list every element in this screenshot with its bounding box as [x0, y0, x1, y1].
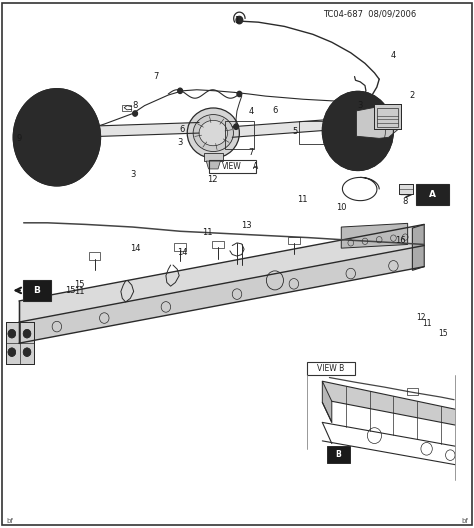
Text: 14: 14 — [130, 243, 140, 253]
Bar — [399, 184, 413, 194]
Bar — [407, 388, 418, 395]
Bar — [399, 184, 413, 194]
Circle shape — [237, 91, 242, 97]
Text: 12: 12 — [207, 175, 217, 184]
Circle shape — [23, 329, 31, 338]
Polygon shape — [322, 381, 332, 422]
Bar — [288, 237, 300, 244]
Bar — [212, 241, 224, 248]
Bar — [307, 362, 355, 375]
Text: 15: 15 — [438, 329, 448, 338]
Text: 11: 11 — [297, 194, 308, 204]
Polygon shape — [206, 161, 220, 169]
Text: 15: 15 — [65, 286, 75, 295]
Text: 1: 1 — [234, 15, 240, 25]
Circle shape — [38, 160, 47, 169]
Bar — [374, 104, 401, 129]
Text: 4: 4 — [248, 107, 254, 117]
Bar — [89, 252, 100, 260]
Circle shape — [8, 348, 16, 356]
Ellipse shape — [199, 120, 228, 146]
Text: B: B — [336, 449, 341, 459]
Circle shape — [67, 105, 75, 115]
Bar — [122, 105, 131, 111]
Text: bf: bf — [6, 517, 13, 524]
Bar — [6, 322, 34, 364]
Text: 9: 9 — [16, 134, 22, 143]
Polygon shape — [232, 118, 346, 137]
Text: 13: 13 — [241, 221, 252, 231]
Circle shape — [23, 348, 31, 356]
Circle shape — [24, 133, 33, 142]
Text: 6: 6 — [272, 106, 278, 116]
Polygon shape — [356, 106, 398, 138]
Ellipse shape — [187, 108, 239, 158]
Text: 11: 11 — [202, 228, 212, 237]
Ellipse shape — [193, 115, 233, 152]
Text: VIEW: VIEW — [222, 162, 242, 171]
Circle shape — [178, 88, 182, 93]
Circle shape — [38, 105, 47, 115]
Text: 7: 7 — [154, 72, 159, 81]
Polygon shape — [341, 223, 408, 248]
Polygon shape — [204, 153, 223, 161]
Text: 10: 10 — [336, 203, 346, 212]
Bar — [416, 184, 449, 205]
Text: B: B — [34, 286, 40, 295]
Text: 15: 15 — [74, 279, 85, 289]
Bar — [327, 446, 350, 463]
Circle shape — [236, 16, 243, 24]
Text: 3: 3 — [177, 138, 183, 147]
Polygon shape — [322, 381, 455, 425]
Text: 11: 11 — [74, 287, 85, 297]
Text: 2: 2 — [410, 90, 415, 100]
Polygon shape — [19, 224, 424, 322]
Circle shape — [81, 133, 90, 142]
Text: 5: 5 — [292, 127, 298, 137]
Text: 8: 8 — [402, 197, 408, 206]
Text: 6: 6 — [180, 125, 185, 134]
Circle shape — [322, 91, 393, 171]
Bar — [374, 104, 401, 129]
Text: A: A — [253, 162, 258, 171]
Bar — [23, 280, 51, 301]
Text: bf: bf — [461, 517, 468, 524]
Bar — [377, 108, 398, 127]
Polygon shape — [412, 224, 424, 270]
Text: 7: 7 — [248, 147, 254, 157]
Polygon shape — [19, 246, 424, 343]
Text: 16: 16 — [395, 235, 406, 245]
Text: TC04-687  08/09/2006: TC04-687 08/09/2006 — [323, 9, 416, 18]
Polygon shape — [73, 122, 199, 137]
Text: 12: 12 — [416, 313, 426, 323]
Text: VIEW B: VIEW B — [317, 364, 345, 373]
Text: A: A — [429, 190, 436, 199]
Text: 3: 3 — [130, 169, 136, 179]
Bar — [299, 121, 329, 144]
Text: 8: 8 — [132, 101, 138, 110]
Circle shape — [133, 111, 137, 116]
Circle shape — [13, 89, 100, 186]
Circle shape — [234, 124, 238, 129]
Text: 11: 11 — [422, 318, 431, 328]
Bar — [225, 121, 254, 149]
Circle shape — [51, 131, 63, 144]
Bar — [174, 243, 186, 251]
Text: 3: 3 — [357, 101, 363, 110]
Circle shape — [67, 160, 75, 169]
Text: 14: 14 — [177, 248, 188, 257]
Circle shape — [8, 329, 16, 338]
Bar — [6, 322, 34, 364]
Bar — [209, 160, 256, 173]
Text: 4: 4 — [391, 51, 396, 60]
